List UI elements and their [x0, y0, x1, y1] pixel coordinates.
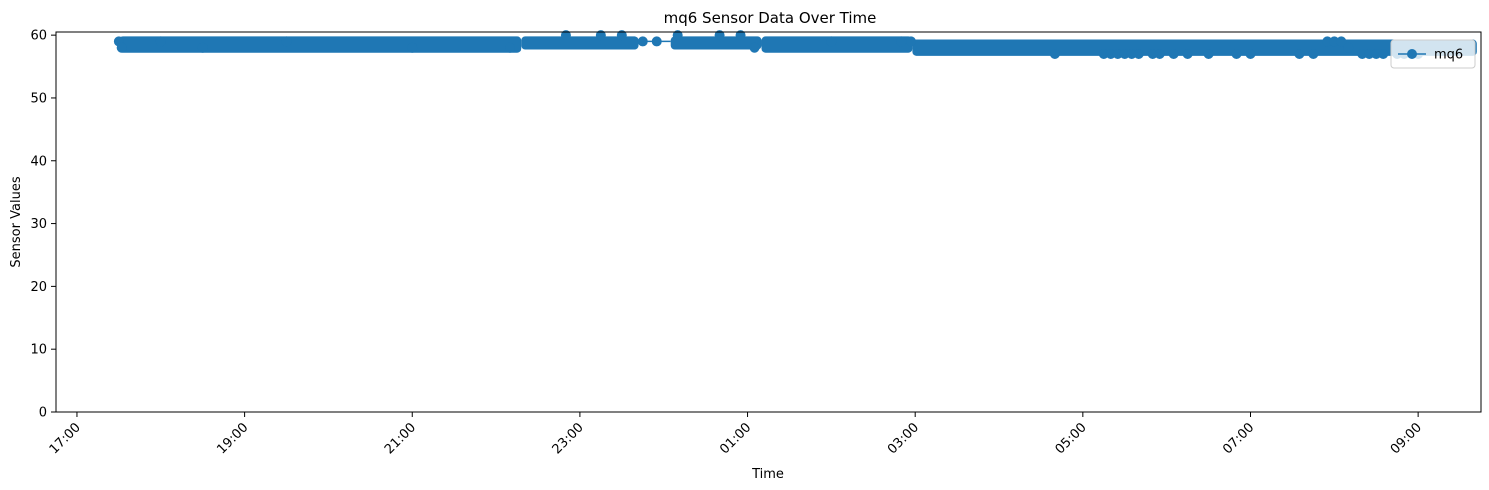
data-point — [714, 30, 725, 41]
data-point — [1294, 48, 1305, 59]
data-point — [1322, 36, 1333, 47]
data-point — [595, 30, 606, 41]
data-point — [1126, 48, 1137, 59]
y-tick-label: 60 — [30, 29, 47, 44]
data-point — [1329, 36, 1340, 47]
x-axis-title: Time — [751, 467, 784, 482]
data-point — [1357, 48, 1368, 59]
y-tick-label: 40 — [30, 154, 47, 169]
x-tick-label: 05:00 — [1053, 420, 1090, 457]
x-tick-label: 09:00 — [1388, 420, 1425, 457]
data-point — [1182, 48, 1193, 59]
data-point — [1098, 48, 1109, 59]
data-point — [116, 42, 127, 53]
y-axis: 0 10 20 30 40 50 60 — [30, 29, 56, 421]
legend: mq6 — [1390, 39, 1476, 69]
y-tick-label: 10 — [30, 343, 47, 358]
data-point — [1119, 48, 1130, 59]
data-point — [616, 30, 627, 41]
data-point — [407, 42, 418, 53]
data-point — [1378, 48, 1389, 59]
plot-frame — [55, 31, 1482, 413]
x-tick-label: 01:00 — [717, 420, 754, 457]
data-point — [906, 36, 916, 47]
data-point — [505, 42, 516, 53]
data-point — [1364, 48, 1375, 59]
legend-marker — [1407, 49, 1417, 59]
data-point — [1203, 48, 1214, 59]
data-point — [1336, 36, 1347, 47]
y-tick-label: 30 — [30, 217, 47, 232]
y-tick-label: 0 — [39, 406, 47, 421]
data-point — [826, 36, 837, 47]
series-band — [521, 36, 639, 50]
data-point — [637, 36, 648, 47]
data-point — [1343, 42, 1354, 53]
series-band — [761, 36, 913, 53]
data-point — [1049, 48, 1060, 59]
data-point — [651, 36, 662, 47]
y-axis-title: Sensor Values — [9, 176, 24, 267]
chart-title: mq6 Sensor Data Over Time — [664, 9, 877, 27]
data-point — [1245, 48, 1256, 59]
x-tick-label: 23:00 — [550, 420, 587, 457]
data-point — [1168, 48, 1179, 59]
data-point — [1133, 48, 1144, 59]
data-point — [896, 36, 907, 47]
legend-box — [1390, 39, 1476, 69]
data-point — [1231, 48, 1242, 59]
data-point — [1112, 48, 1123, 59]
data-point — [1308, 48, 1319, 59]
data-point — [1371, 48, 1382, 59]
x-tick-label: 21:00 — [382, 420, 419, 457]
data-point — [281, 36, 292, 47]
y-tick-label: 50 — [30, 91, 47, 106]
x-tick-label: 07:00 — [1220, 420, 1257, 457]
x-tick-label: 03:00 — [885, 420, 922, 457]
data-point — [749, 42, 760, 53]
y-tick-label: 20 — [30, 280, 47, 295]
data-point — [1154, 48, 1165, 59]
series-band — [118, 36, 522, 53]
x-tick-label: 19:00 — [214, 420, 251, 457]
data-point — [560, 30, 571, 41]
data-point — [735, 30, 746, 41]
data-point — [155, 36, 166, 47]
x-axis: 17:00 19:00 21:00 23:00 01:00 03:00 05:00 07:00… — [47, 412, 1425, 457]
data-point — [672, 30, 683, 41]
data-point — [1105, 48, 1116, 59]
legend-label: mq6 — [1434, 48, 1463, 63]
data-point — [1147, 48, 1158, 59]
data-point — [197, 42, 208, 53]
x-tick-label: 17:00 — [47, 420, 84, 457]
series-layer — [113, 30, 1477, 59]
